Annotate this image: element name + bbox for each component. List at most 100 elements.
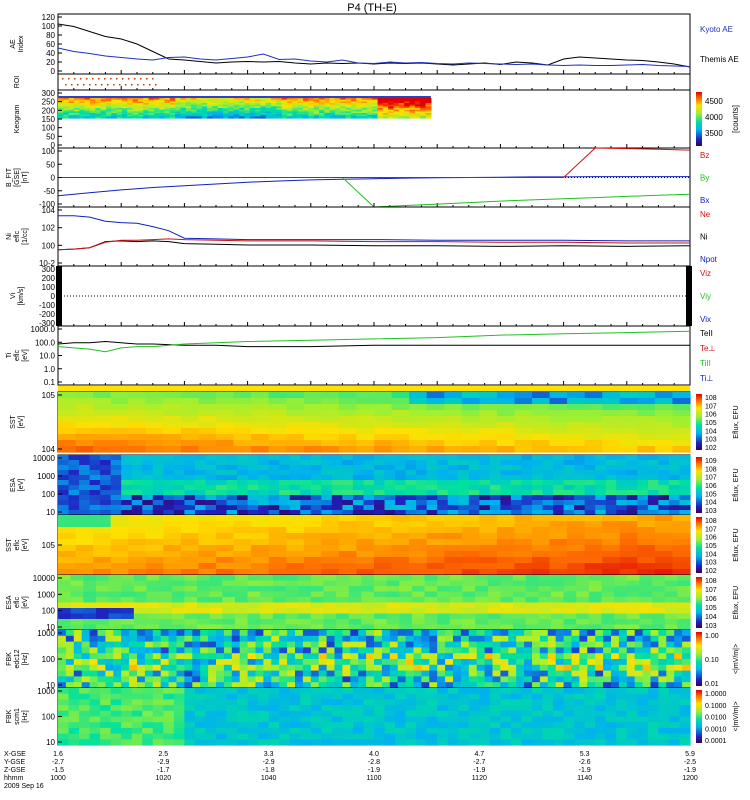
keogram-cell [292, 113, 299, 116]
spectrogram-cell [605, 490, 617, 496]
spectrogram-cell [75, 440, 94, 447]
spectrogram-cell [549, 545, 568, 552]
spectrogram-cell [144, 659, 154, 666]
spectrogram-cell [184, 602, 198, 609]
keogram-cell [393, 109, 400, 112]
y-axis-label: [Hz] [22, 653, 29, 666]
y-axis-label: scm1 [14, 708, 21, 725]
spectrogram-cell [550, 586, 565, 593]
spectrogram-cell [553, 693, 565, 700]
spectrogram-cell [338, 521, 358, 528]
spectrogram-cell [237, 733, 249, 740]
spectrogram-cell [310, 739, 322, 746]
keogram-cell [95, 113, 102, 116]
spectrogram-cell [110, 404, 129, 411]
spectrogram-cell [121, 460, 133, 466]
spectrogram-cell [159, 597, 173, 604]
spectrogram-cell [449, 613, 464, 620]
keogram-cell [414, 99, 421, 102]
spectrogram-cell [532, 510, 544, 516]
keogram-cell [212, 113, 219, 116]
spectrogram-cell [142, 470, 154, 476]
spectrogram-cell [595, 500, 607, 506]
spectrogram-cell [81, 682, 91, 689]
spectrogram-cell [352, 693, 365, 700]
spectrogram-cell [342, 733, 354, 740]
spectrogram-cell [626, 682, 636, 689]
spectrogram-cell [468, 739, 480, 746]
keogram-cell [164, 111, 171, 114]
spectrogram-cell [144, 635, 154, 643]
spectrogram-cell [658, 470, 670, 476]
spectrogram-cell [100, 722, 112, 729]
y-axis-label: Ti [6, 352, 13, 358]
spectrogram-cell [460, 630, 470, 637]
keogram-cell [276, 104, 283, 107]
spectrogram-cell [95, 619, 110, 626]
spectrogram-cell [616, 480, 628, 486]
keogram-cell [89, 116, 96, 119]
spectrogram-cell [579, 670, 588, 677]
spectrogram-cell [555, 676, 565, 683]
spectrogram-cell [260, 624, 274, 631]
legend-label: TiII [700, 359, 711, 368]
spectrogram-cell [303, 563, 322, 570]
spectrogram-cell [222, 624, 236, 631]
keogram-cell [377, 104, 384, 107]
spectrogram-cell [616, 510, 628, 516]
spectrogram-cell [65, 641, 75, 648]
spectrogram-cell [595, 490, 607, 496]
spectrogram-cell [614, 575, 628, 582]
spectrogram-cell [234, 597, 249, 604]
spectrogram-cell [619, 416, 638, 423]
spectrogram-cell [618, 635, 628, 643]
spectrogram-cell [200, 670, 209, 677]
spectrogram-cell [487, 580, 501, 587]
keogram-cell [175, 116, 182, 119]
keogram-cell [137, 103, 144, 106]
spectrogram-cell [384, 739, 396, 746]
spectrogram-cell [601, 608, 615, 615]
spectrogram-cell [637, 739, 649, 746]
keogram-cell [116, 101, 123, 104]
keogram-cell [366, 108, 373, 111]
spectrogram-cell [310, 608, 325, 615]
spectrogram-cell [479, 470, 491, 476]
keogram-cell [409, 116, 416, 119]
spectrogram-cell [424, 580, 438, 587]
spectrogram-cell [208, 670, 217, 677]
keogram-cell [191, 101, 198, 104]
spectrogram-cell [437, 510, 449, 516]
colorbar-tick-label: 4000 [705, 113, 723, 122]
keogram-cell [127, 116, 134, 119]
spectrogram-cell [374, 630, 383, 637]
keogram-cell [212, 108, 219, 111]
y-axis-label: [1/cc] [22, 228, 29, 245]
spectrogram-cell [395, 475, 407, 481]
spectrogram-cell [321, 533, 340, 540]
keogram-cell [127, 101, 134, 104]
spectrogram-cell [647, 480, 659, 486]
spectrogram-cell [65, 647, 75, 654]
keogram-cell [297, 104, 304, 107]
spectrogram-cell [458, 699, 470, 706]
keogram-cell [105, 101, 112, 104]
spectrogram-cell [416, 465, 428, 471]
legend-label: Te⊥ [700, 344, 715, 353]
keogram-cell [334, 113, 341, 116]
spectrogram-cell [524, 682, 533, 689]
spectrogram-cell [163, 515, 182, 522]
spectrogram-cell [647, 500, 659, 506]
keogram-cell [233, 108, 240, 111]
spectrogram-cell [409, 533, 428, 540]
spectrogram-cell [216, 722, 228, 729]
spectrogram-cell [234, 586, 249, 593]
spectrogram-cell [223, 647, 233, 654]
keogram-cell [404, 108, 411, 111]
spectrogram-cell [637, 716, 649, 723]
spectrogram-cell [231, 670, 241, 677]
spectrogram-cell [300, 693, 312, 700]
spectrogram-cell [574, 722, 586, 729]
spectrogram-cell [197, 591, 211, 598]
spectrogram-cell [574, 500, 586, 506]
